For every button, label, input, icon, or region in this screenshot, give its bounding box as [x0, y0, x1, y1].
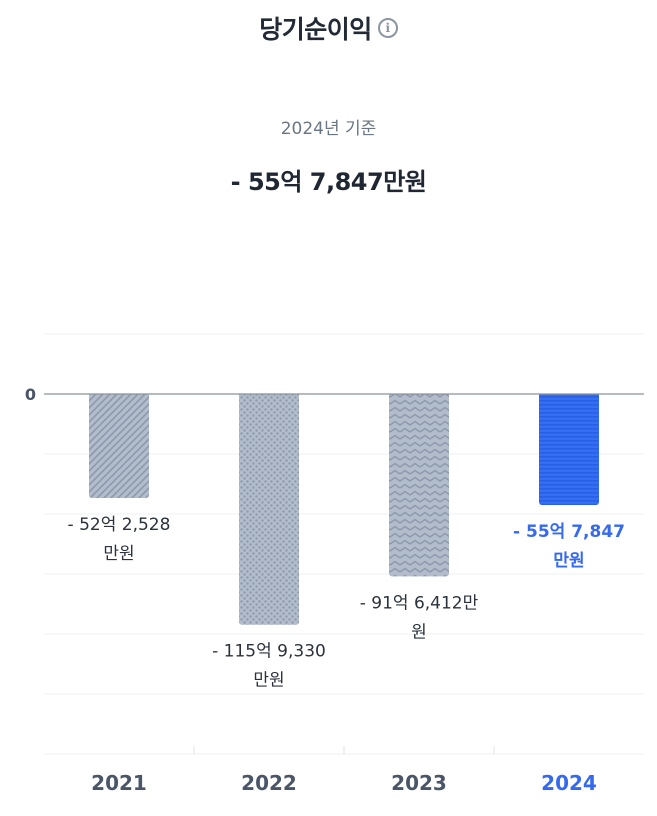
info-circle-icon[interactable]: i [377, 18, 398, 38]
x-tick-label-2023: 2023 [391, 771, 447, 795]
data-label-line: 원 [411, 622, 427, 642]
bar-2022[interactable] [239, 394, 299, 625]
title-row: 당기순이익 i [259, 10, 398, 46]
data-label-line: 만원 [553, 551, 584, 571]
data-label-line: - 52억 2,528 [68, 515, 171, 535]
chart-header: 당기순이익 i [0, 10, 657, 46]
data-label-line: - 91억 6,412만 [360, 593, 479, 613]
bar-top-cap [539, 394, 599, 398]
data-label-2024: - 55억 7,847 만원 [513, 522, 625, 571]
x-axis: 2021 2022 2023 2024 [91, 746, 597, 795]
bar-2021[interactable] [89, 394, 149, 498]
data-label-line: - 55억 7,847 [513, 522, 625, 542]
data-label-2021: - 52억 2,528 만원 [68, 515, 171, 564]
data-label-line: 만원 [103, 544, 134, 564]
bar-2024[interactable] [539, 394, 599, 506]
bar-top-cap [239, 394, 299, 398]
x-tick-label-2021: 2021 [91, 771, 147, 795]
data-label-line: - 115억 9,330 [212, 642, 326, 662]
chart-title: 당기순이익 [259, 15, 372, 44]
x-tick-label-2024: 2024 [541, 771, 597, 795]
zero-axis: 0 [25, 385, 644, 404]
y-tick-label-zero: 0 [25, 385, 36, 404]
bar-top-cap [89, 394, 149, 398]
bar-top-cap [389, 394, 449, 398]
basis-year-label: 2024년 기준 [280, 119, 377, 139]
x-tick-label-2022: 2022 [241, 771, 297, 795]
bars [89, 394, 599, 625]
bar-2023[interactable] [389, 394, 449, 577]
data-label-line: 만원 [253, 671, 284, 691]
headline-amount: - 55억 7,847만원 [230, 168, 427, 196]
data-label-2022: - 115억 9,330 만원 [212, 642, 326, 691]
